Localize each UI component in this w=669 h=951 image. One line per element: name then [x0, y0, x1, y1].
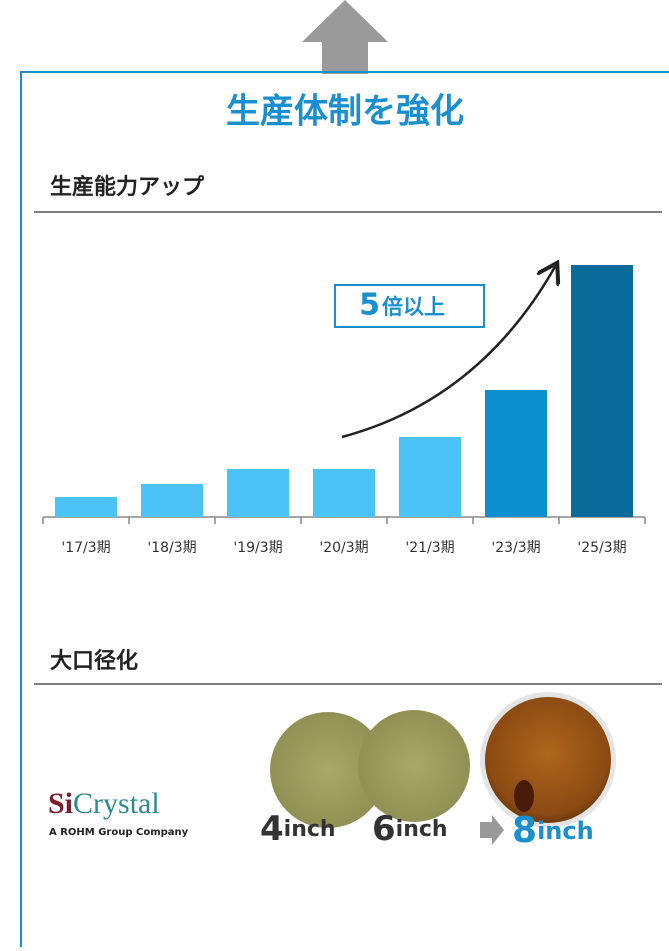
x-tick-label: '18/3期 [147, 540, 196, 556]
wafer-unit: inch [396, 817, 448, 842]
annotation-number: 5 [359, 288, 380, 323]
annotation-box [334, 284, 485, 328]
x-tick-label: '25/3期 [577, 540, 626, 556]
wafer [270, 712, 386, 828]
wafer [358, 710, 470, 822]
logo-part: Si [48, 787, 73, 820]
wafer-unit: inch [284, 817, 336, 842]
bar [313, 469, 375, 517]
title: 生産体制を強化 [226, 92, 464, 132]
frame [20, 71, 669, 947]
x-tick-label: '23/3期 [491, 540, 540, 556]
wafer-spot [514, 780, 534, 812]
wafer [485, 697, 611, 823]
bar [141, 484, 203, 517]
wafer-label: 8inch [512, 810, 594, 851]
growth-arrow [341, 265, 556, 439]
section-title: 生産能力アップ [50, 174, 205, 200]
wafer-label: 4inch [260, 809, 336, 849]
size-arrow [480, 815, 504, 845]
bar [571, 265, 633, 517]
section-title: 大口径化 [50, 648, 138, 674]
bar [227, 469, 289, 517]
logo: SiCrystal [48, 787, 160, 820]
logo-tagline: A ROHM Group Company [49, 827, 189, 838]
annotation-text: 倍以上 [382, 295, 445, 319]
wafer-unit: inch [537, 817, 594, 845]
wafer-label: 6inch [372, 809, 448, 849]
bar [399, 437, 461, 517]
wafer-size: 6 [372, 809, 396, 849]
bar [55, 497, 117, 517]
up-arrow [302, 0, 388, 74]
x-tick-label: '20/3期 [319, 540, 368, 556]
x-tick-label: '21/3期 [405, 540, 454, 556]
x-tick-label: '17/3期 [61, 540, 110, 556]
wafer-size: 4 [260, 809, 284, 849]
x-tick-label: '19/3期 [233, 540, 282, 556]
wafer-size: 8 [512, 810, 537, 851]
bar [485, 390, 547, 517]
logo-part: Crystal [73, 787, 160, 820]
